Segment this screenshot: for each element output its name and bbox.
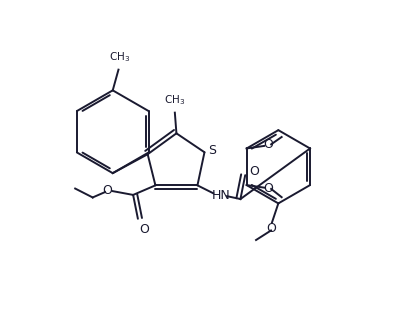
Text: O: O	[139, 223, 149, 236]
Text: O: O	[249, 166, 259, 179]
Text: CH$_3$: CH$_3$	[109, 51, 130, 64]
Text: HN: HN	[212, 189, 231, 202]
Text: O: O	[266, 222, 276, 235]
Text: O: O	[103, 184, 113, 197]
Text: O: O	[264, 182, 274, 195]
Text: O: O	[264, 138, 274, 151]
Text: S: S	[208, 145, 217, 157]
Text: CH$_3$: CH$_3$	[164, 93, 186, 107]
